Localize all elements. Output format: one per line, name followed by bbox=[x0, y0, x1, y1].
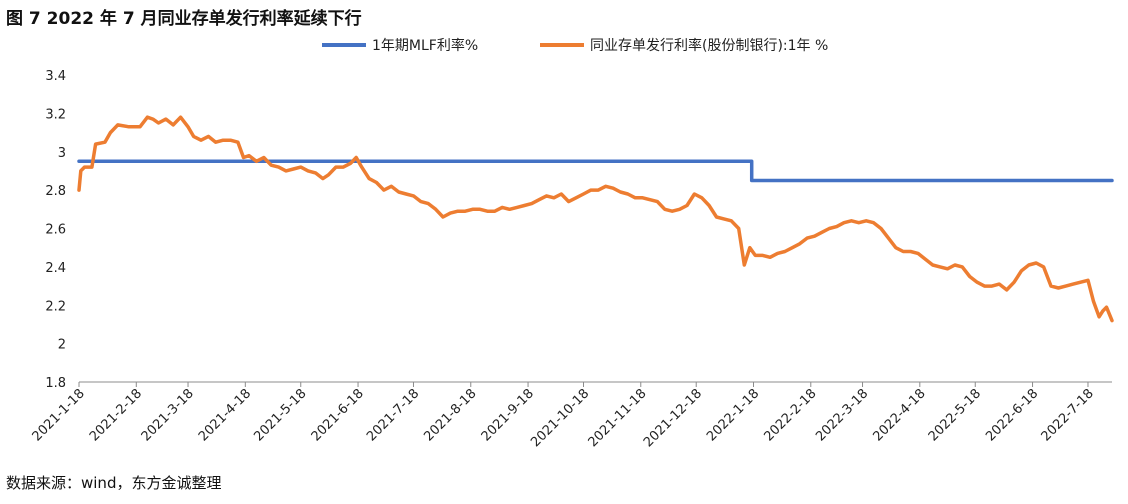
x-tick-label: 2021-10-18 bbox=[528, 386, 592, 450]
x-tick-label: 2021-2-18 bbox=[87, 386, 145, 444]
x-tick-label: 2022-7-18 bbox=[1039, 386, 1097, 444]
legend-label: 同业存单发行利率(股份制银行):1年 % bbox=[590, 37, 828, 54]
x-tick-label: 2021-3-18 bbox=[139, 386, 197, 444]
x-tick-label: 2021-6-18 bbox=[309, 386, 367, 444]
x-tick-label: 2022-4-18 bbox=[870, 386, 928, 444]
y-tick-label: 3 bbox=[58, 146, 66, 161]
x-tick-label: 2021-5-18 bbox=[251, 386, 309, 444]
x-tick-label: 2021-7-18 bbox=[364, 386, 422, 444]
y-tick-label: 1.8 bbox=[45, 376, 66, 391]
y-tick-label: 2.8 bbox=[45, 184, 66, 199]
y-tick-label: 2 bbox=[58, 338, 66, 353]
source-note: 数据来源：wind，东方金诚整理 bbox=[6, 474, 222, 492]
legend: 1年期MLF利率% 同业存单发行利率(股份制银行):1年 % bbox=[322, 37, 828, 54]
x-tick-label: 2022-1-18 bbox=[704, 386, 762, 444]
series-ncd-line bbox=[77, 115, 1114, 323]
x-tick-label: 2021-11-18 bbox=[586, 386, 650, 450]
y-tick-label: 3.2 bbox=[45, 107, 66, 122]
x-tick-label: 2022-3-18 bbox=[813, 386, 871, 444]
x-tick-label: 2022-2-18 bbox=[761, 386, 819, 444]
x-tick-label: 2021-4-18 bbox=[196, 386, 254, 444]
x-tick-label: 2022-5-18 bbox=[926, 386, 984, 444]
y-tick-label: 2.6 bbox=[45, 223, 66, 238]
x-tick-label: 2021-8-18 bbox=[421, 386, 479, 444]
y-tick-label: 2.2 bbox=[45, 299, 66, 314]
x-tick-label: 2022-6-18 bbox=[983, 386, 1041, 444]
chart-title: 图 7 2022 年 7 月同业存单发行利率延续下行 bbox=[6, 9, 362, 29]
x-tick-label: 2021-12-18 bbox=[641, 386, 705, 450]
y-tick-label: 3.4 bbox=[45, 69, 66, 84]
y-tick-label: 2.4 bbox=[45, 261, 66, 276]
series-layer bbox=[77, 115, 1114, 323]
x-tick-label: 2021-1-18 bbox=[30, 386, 88, 444]
legend-label: 1年期MLF利率% bbox=[372, 37, 478, 54]
x-tick-label: 2021-9-18 bbox=[479, 386, 537, 444]
y-axis: 1.8 2 2.2 2.4 2.6 2.8 3 3.2 3.4 bbox=[45, 69, 66, 391]
series-mlf-line bbox=[77, 159, 1114, 183]
